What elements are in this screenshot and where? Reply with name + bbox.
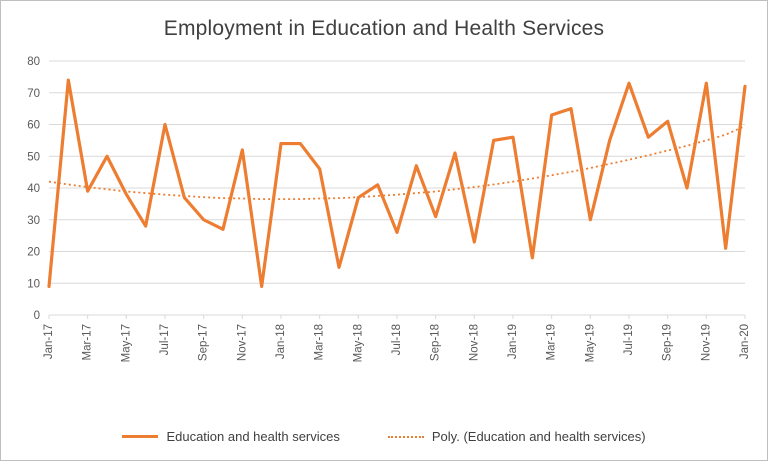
legend-item-series: Education and health services — [122, 429, 340, 444]
x-tick-label: May-19 — [584, 324, 596, 362]
y-tick-label: 80 — [27, 56, 40, 68]
x-tick-label: May-17 — [120, 324, 132, 362]
trendline-swatch — [387, 435, 424, 438]
x-tick-label: Nov-18 — [468, 324, 480, 361]
series-line — [47, 78, 747, 289]
chart-title: Employment in Education and Health Servi… — [163, 17, 605, 40]
y-tick-label: 50 — [27, 151, 40, 163]
x-tick-label: Jan-17 — [43, 324, 55, 359]
legend: Education and health services Poly. (Edu… — [1, 429, 767, 444]
y-tick-label: 10 — [27, 278, 40, 290]
y-tick-label: 30 — [27, 215, 40, 227]
y-tick-label: 60 — [27, 120, 40, 132]
x-tick-label: Mar-19 — [546, 324, 558, 360]
y-tick-label: 70 — [27, 88, 40, 100]
plot-area: 0 10 20 30 40 50 60 70 80 Jan-17 Mar-17 May-17 Jul-1… — [27, 56, 751, 362]
x-tick-label: Jul-19 — [623, 324, 635, 355]
y-tick-label: 40 — [27, 183, 40, 195]
legend-label-series: Education and health services — [166, 429, 340, 444]
x-tick-label: Mar-17 — [82, 324, 94, 360]
series-line-swatch — [122, 435, 159, 438]
x-tick-label: Jan-18 — [275, 324, 287, 359]
legend-item-trend: Poly. (Education and health services) — [387, 429, 646, 444]
x-tick-label: Jan-19 — [507, 324, 519, 359]
x-tick-label: Nov-17 — [236, 324, 248, 361]
x-tick-label: Nov-19 — [700, 324, 712, 361]
y-tick-label: 0 — [34, 310, 40, 322]
x-tick-label: Jul-18 — [391, 324, 403, 355]
legend-label-trend: Poly. (Education and health services) — [431, 429, 646, 444]
trendline — [48, 125, 746, 201]
x-tick-label: Sep-17 — [198, 324, 210, 361]
y-tick-label: 20 — [27, 247, 40, 259]
x-tick-label: Jul-17 — [159, 324, 171, 355]
x-tick-label: Sep-18 — [430, 324, 442, 361]
x-tick-label: May-18 — [352, 324, 364, 362]
x-tick-label: Jan-20 — [739, 324, 751, 359]
x-tick-label: Sep-19 — [662, 324, 674, 361]
x-tick-label: Mar-18 — [314, 324, 326, 360]
